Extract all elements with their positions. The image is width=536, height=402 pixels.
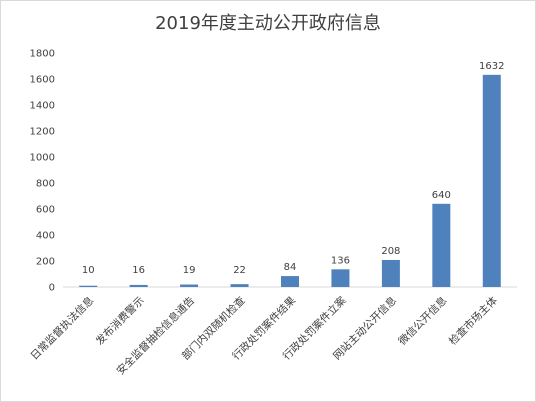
data-label: 136 [331, 255, 350, 266]
y-tick-label: 1400 [30, 101, 55, 112]
category-label: 微信公开信息 [396, 294, 450, 348]
data-label: 16 [132, 265, 145, 276]
data-label: 10 [82, 265, 95, 276]
category-label: 日常监督执法信息 [28, 294, 97, 363]
y-tick-label: 1200 [30, 127, 55, 138]
data-label: 208 [381, 246, 400, 257]
data-label: 640 [432, 190, 451, 201]
bar [281, 276, 299, 287]
data-label: 84 [284, 262, 297, 273]
bar [432, 203, 451, 287]
y-tick-label: 1600 [30, 75, 55, 86]
bar [482, 74, 501, 287]
y-tick-label: 800 [36, 179, 55, 190]
bar [180, 284, 199, 287]
y-tick-label: 1800 [30, 49, 55, 60]
bar [79, 285, 98, 287]
y-tick-label: 600 [36, 205, 55, 216]
data-label: 22 [233, 265, 246, 276]
data-label: 19 [183, 265, 196, 276]
y-tick-label: 1000 [30, 153, 55, 164]
y-tick-label: 400 [36, 231, 55, 242]
y-tick-label: 200 [36, 257, 55, 268]
bar [381, 259, 400, 287]
data-label: 1632 [479, 61, 504, 72]
category-label: 发布消费警示 [93, 294, 147, 348]
y-tick-label: 0 [49, 283, 55, 294]
chart-title: 2019年度主动公开政府信息 [155, 13, 381, 34]
bar [129, 284, 148, 287]
bar [331, 269, 350, 287]
category-label: 检查市场主体 [446, 294, 500, 348]
bar [230, 284, 249, 287]
